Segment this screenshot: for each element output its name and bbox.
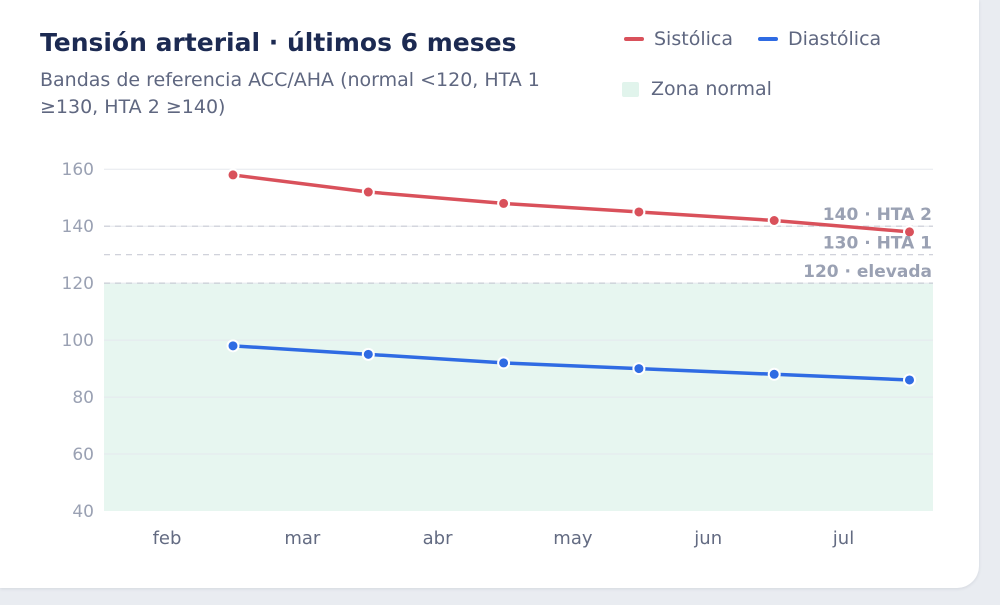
data-point-diastolic[interactable] [767, 367, 781, 381]
series-layer [226, 168, 916, 387]
legend-item-systolic: Sistólica [624, 28, 733, 50]
line-chart: 40 60 80 100 120 140 160 feb mar abr may jun jul 14… [62, 160, 933, 549]
data-point-systolic[interactable] [226, 168, 240, 182]
data-point-systolic[interactable] [497, 196, 511, 210]
x-tick-label: abr [423, 528, 453, 549]
y-tick-label: 80 [72, 388, 94, 408]
chart-title: Tensión arterial · últimos 6 meses [40, 28, 517, 57]
data-point-diastolic[interactable] [903, 373, 916, 387]
legend-swatch-normal-zone [622, 81, 639, 97]
x-tick-label: mar [284, 528, 321, 549]
data-point-diastolic[interactable] [226, 339, 240, 353]
y-axis-ticks: 40 60 80 100 120 140 160 [62, 160, 94, 522]
data-point-systolic[interactable] [361, 185, 375, 199]
reference-line-label: 140 · HTA 2 [823, 205, 932, 225]
data-point-systolic[interactable] [632, 205, 646, 219]
y-tick-label: 160 [62, 160, 94, 180]
data-point-systolic[interactable] [903, 225, 916, 239]
x-tick-label: jun [693, 528, 722, 549]
gridlines [104, 168, 933, 455]
chart-subtitle: Bandas de referencia ACC/AHA (normal <12… [40, 69, 540, 118]
x-tick-label: may [553, 528, 593, 549]
reference-line-label: 120 · elevada [803, 262, 932, 282]
data-point-diastolic[interactable] [632, 362, 646, 376]
legend-swatch-systolic [624, 37, 644, 41]
legend-item-diastolic: Diastólica [758, 28, 881, 50]
y-tick-label: 40 [72, 502, 94, 522]
legend-item-normal-zone: Zona normal [622, 78, 772, 100]
legend-label-systolic: Sistólica [654, 28, 733, 50]
legend-label-diastolic: Diastólica [788, 28, 882, 50]
y-tick-label: 60 [72, 445, 94, 465]
data-point-diastolic[interactable] [497, 356, 511, 370]
chart-card: Tensión arterial · últimos 6 meses Banda… [0, 0, 979, 588]
x-tick-label: feb [153, 528, 182, 549]
y-tick-label: 120 [62, 274, 94, 294]
legend-label-normal-zone: Zona normal [651, 78, 772, 100]
series-line-diastolic [231, 344, 912, 382]
legend-swatch-diastolic [758, 37, 778, 41]
reference-labels: 140 · HTA 2 130 · HTA 1 120 · elevada [803, 205, 932, 282]
data-point-systolic[interactable] [767, 214, 781, 228]
reference-line-label: 130 · HTA 1 [823, 234, 932, 254]
series-line-systolic [231, 173, 912, 234]
y-tick-label: 100 [62, 331, 94, 351]
y-tick-label: 140 [62, 217, 94, 237]
x-axis-ticks: feb mar abr may jun jul [153, 528, 855, 549]
data-point-diastolic[interactable] [361, 347, 375, 361]
x-tick-label: jul [832, 528, 854, 549]
